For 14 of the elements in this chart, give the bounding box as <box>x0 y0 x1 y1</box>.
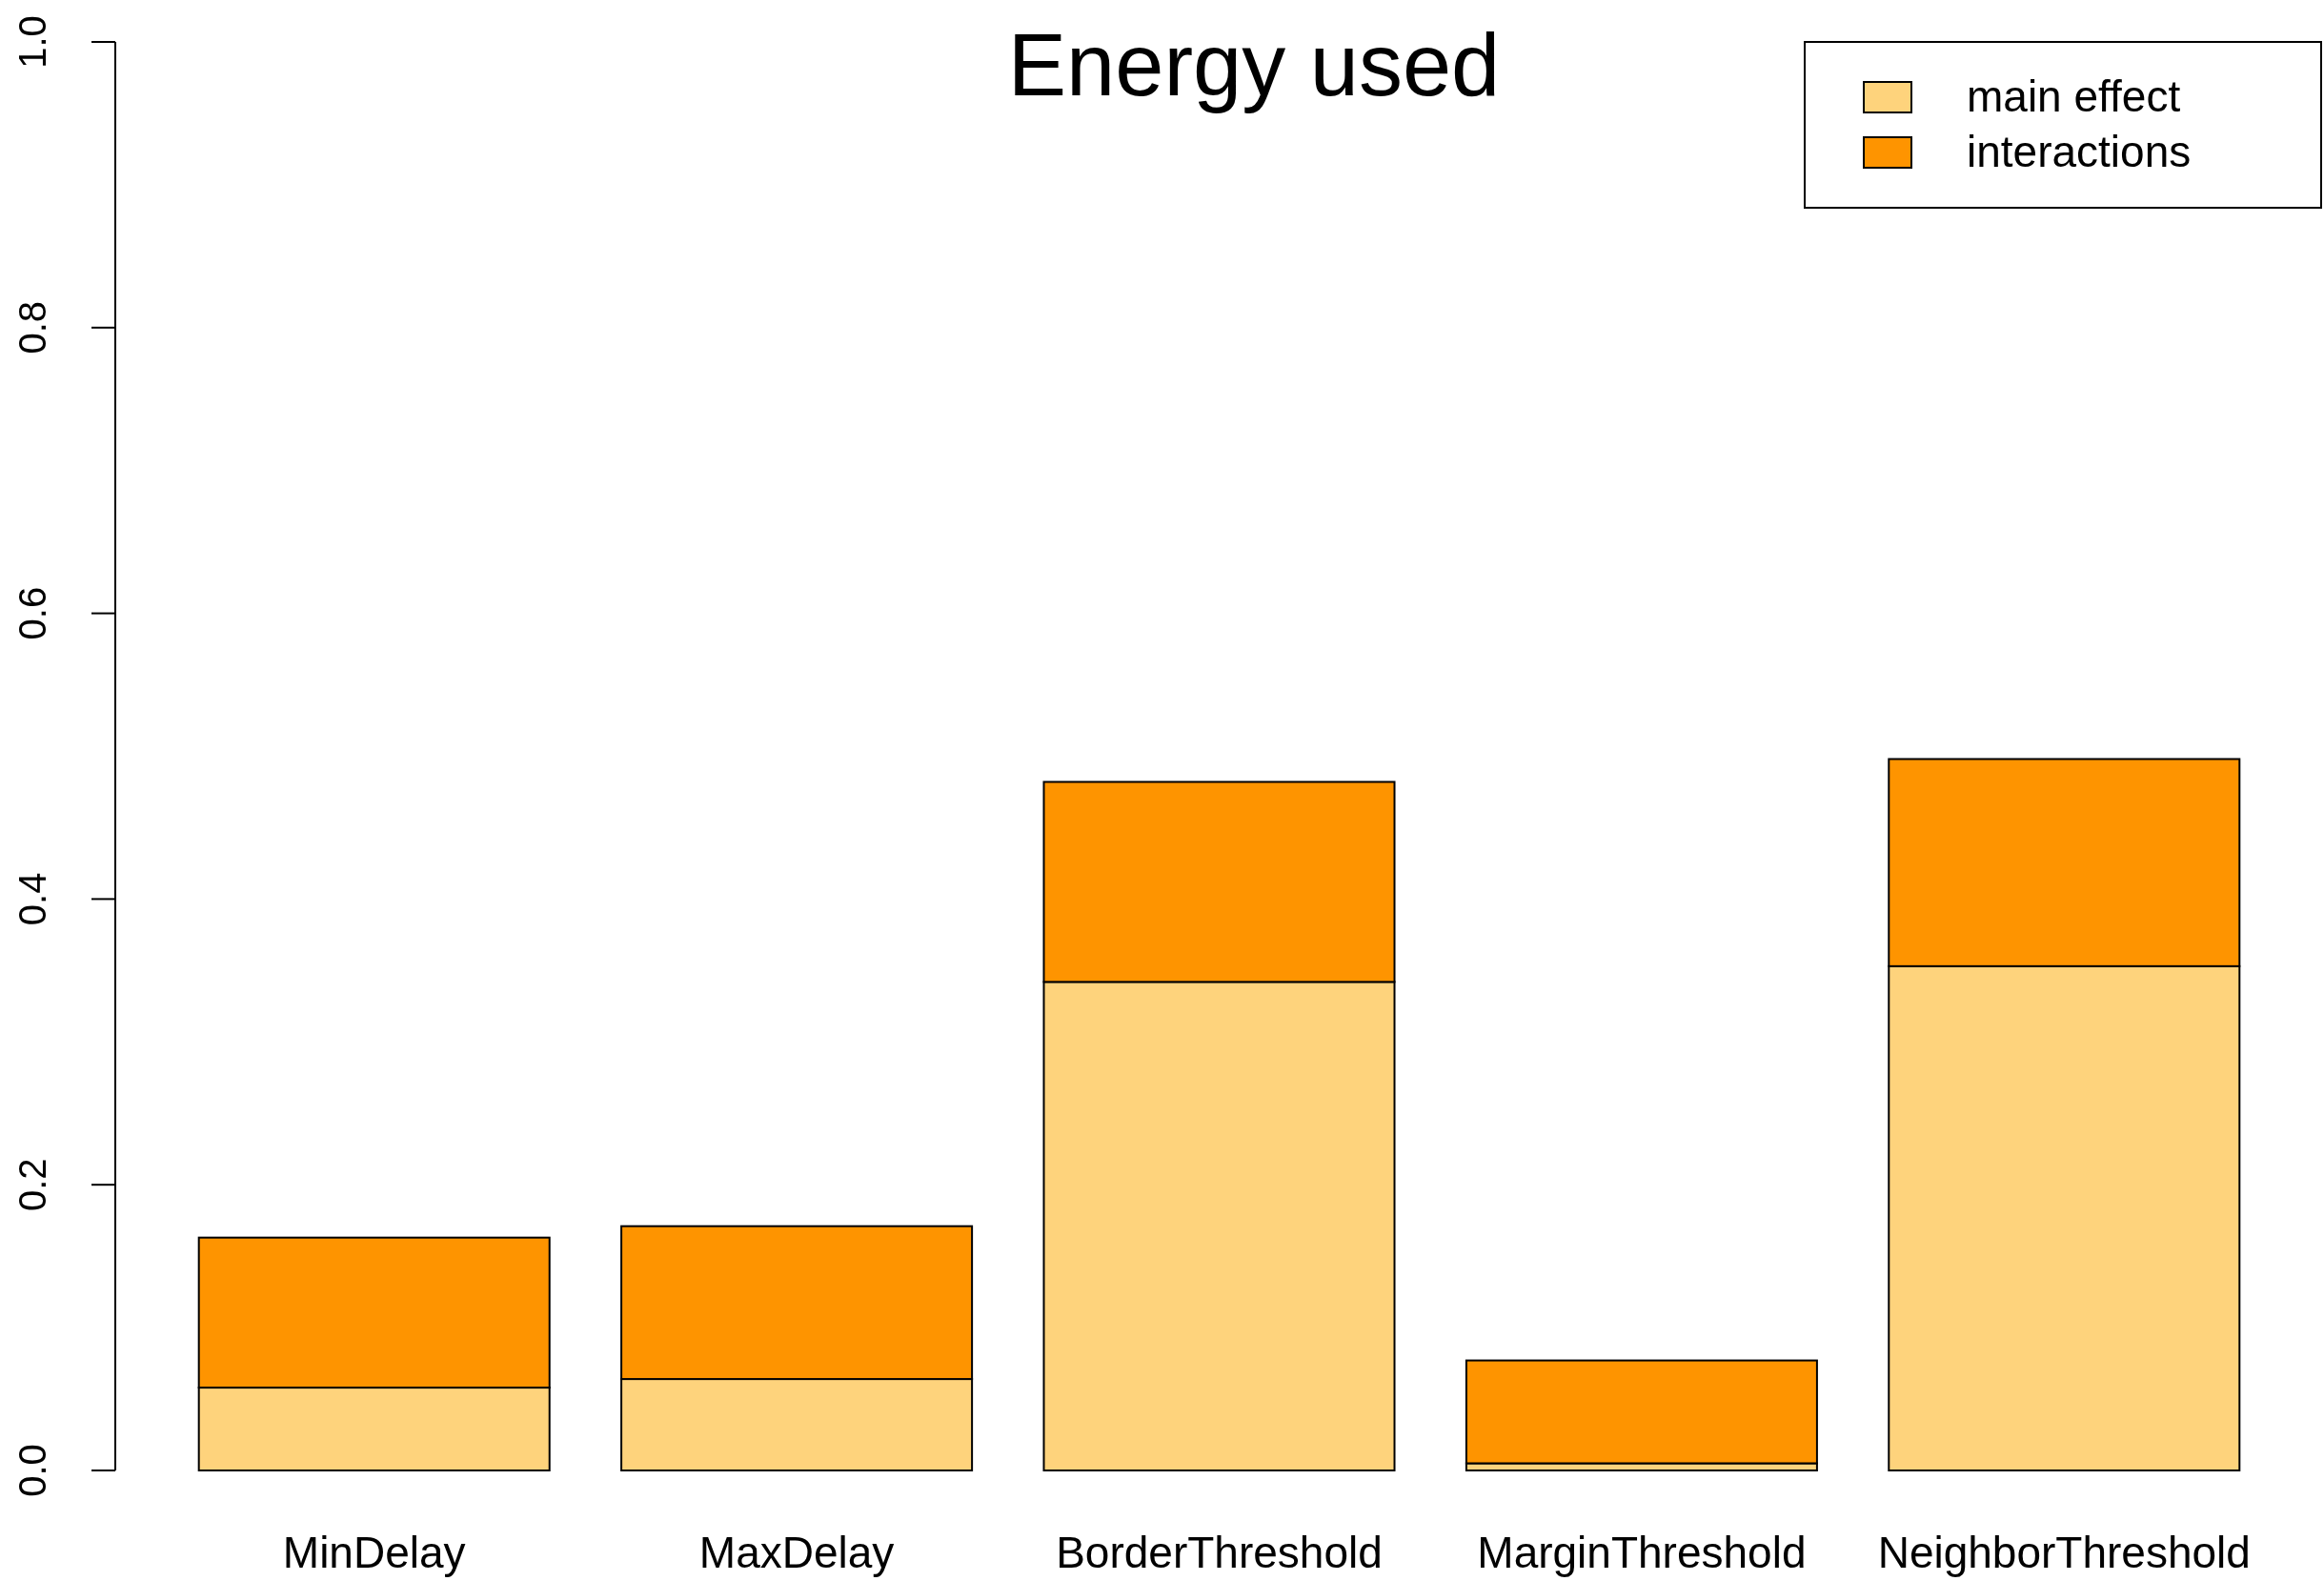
x-tick-label: NeighborThreshold <box>1877 1528 2251 1577</box>
y-tick-label: 1.0 <box>11 15 53 69</box>
x-tick-label: MinDelay <box>282 1528 466 1577</box>
legend-label: interactions <box>1967 127 2192 176</box>
y-tick-label: 0.2 <box>11 1158 53 1211</box>
x-tick-label: BorderThreshold <box>1056 1528 1383 1577</box>
chart-title: Energy used <box>1007 16 1501 113</box>
y-tick-label: 0.6 <box>11 586 53 640</box>
y-tick-label: 0.4 <box>11 872 53 926</box>
x-tick-label: MarginThreshold <box>1477 1528 1807 1577</box>
x-tick-label: MaxDelay <box>698 1528 895 1577</box>
y-tick-label: 0.8 <box>11 301 53 355</box>
legend-label: main effect <box>1967 71 2181 121</box>
y-tick-label: 0.0 <box>11 1444 53 1497</box>
